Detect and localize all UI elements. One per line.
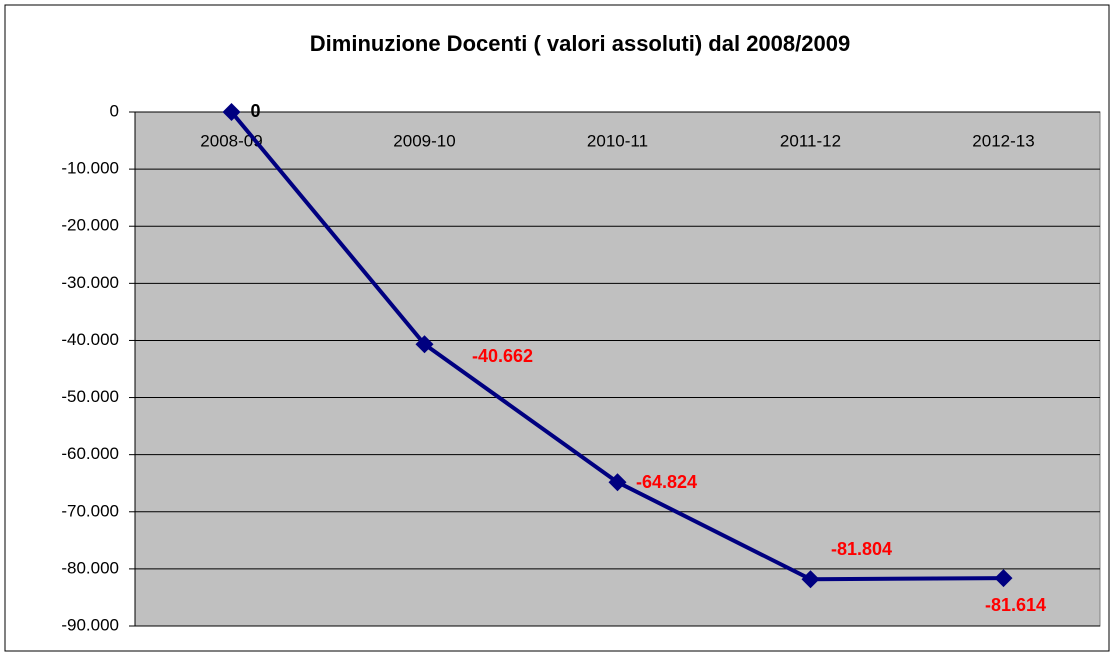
marker <box>801 570 820 589</box>
y-tick-label: -30.000 <box>61 273 119 292</box>
data-label: 0 <box>250 101 260 121</box>
marker <box>608 473 627 492</box>
marker <box>994 569 1013 588</box>
x-tick-label: 2010-11 <box>587 131 648 150</box>
y-tick-label: -90.000 <box>61 615 119 634</box>
x-tick-label: 2012-13 <box>972 131 1034 150</box>
chart-title: Diminuzione Docenti ( valori assoluti) d… <box>310 31 850 56</box>
data-label: -64.824 <box>636 472 697 492</box>
y-tick-label: 0 <box>110 101 119 120</box>
marker <box>222 103 241 121</box>
x-tick-label: 2009-10 <box>393 131 455 150</box>
y-tick-label: -40.000 <box>61 330 119 349</box>
x-tick-label: 2008-09 <box>200 131 262 150</box>
y-tick-label: -60.000 <box>61 444 119 463</box>
data-label: -81.804 <box>831 539 892 559</box>
y-tick-label: -70.000 <box>61 501 119 520</box>
y-tick-label: -80.000 <box>61 558 119 577</box>
data-label: -81.614 <box>985 595 1046 615</box>
marker <box>415 335 434 354</box>
plot-area <box>134 111 1101 627</box>
data-label: -40.662 <box>472 346 533 366</box>
y-tick-label: -50.000 <box>61 387 119 406</box>
x-tick-label: 2011-12 <box>780 131 841 150</box>
y-tick-label: -10.000 <box>61 159 119 178</box>
y-tick-label: -20.000 <box>61 216 119 235</box>
